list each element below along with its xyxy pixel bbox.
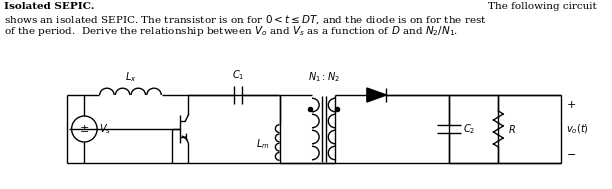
Text: shows an isolated SEPIC. The transistor is on for $0 < t \leq DT$, and the diode: shows an isolated SEPIC. The transistor …	[4, 13, 487, 26]
Text: $C_2$: $C_2$	[463, 122, 476, 136]
Text: $V_s$: $V_s$	[99, 122, 111, 136]
Text: Isolated SEPIC.: Isolated SEPIC.	[4, 2, 94, 11]
Text: The following circuit: The following circuit	[488, 2, 597, 11]
Text: $v_o(t)$: $v_o(t)$	[566, 122, 589, 136]
Text: of the period.  Derive the relationship between $V_o$ and $V_s$ as a function of: of the period. Derive the relationship b…	[4, 24, 458, 38]
Text: $-$: $-$	[566, 148, 576, 158]
Text: $R$: $R$	[508, 123, 516, 135]
Text: $+$: $+$	[566, 99, 576, 111]
Text: $N_1 : N_2$: $N_1 : N_2$	[308, 70, 340, 84]
Polygon shape	[367, 88, 387, 102]
Text: $C_1$: $C_1$	[232, 68, 245, 82]
Text: $\pm$: $\pm$	[80, 123, 89, 135]
Text: $L_m$: $L_m$	[256, 137, 270, 151]
Text: $L_x$: $L_x$	[125, 70, 136, 84]
